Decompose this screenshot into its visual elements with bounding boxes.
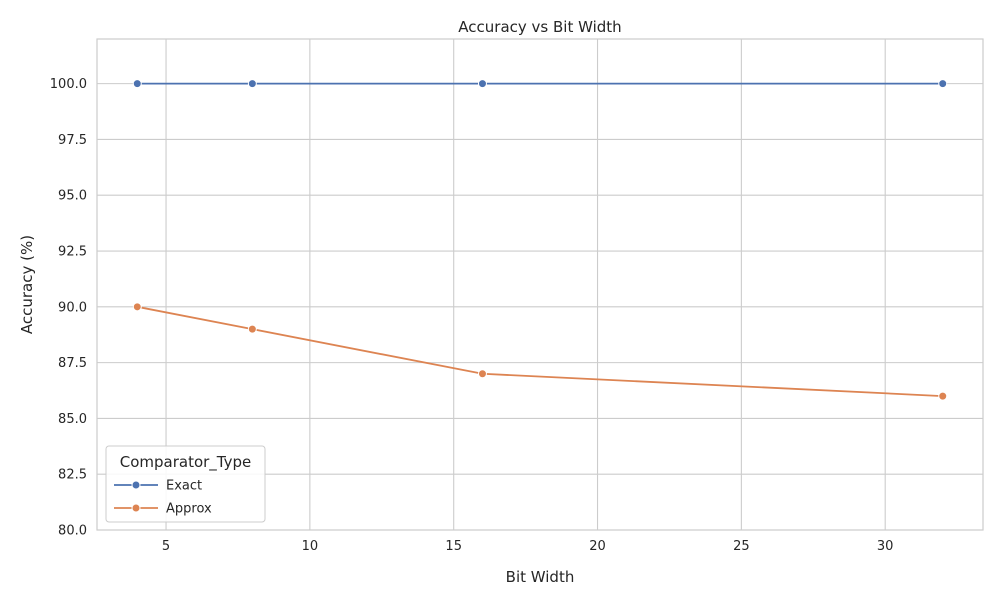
plot-frame — [96, 38, 984, 531]
data-point-exact — [132, 79, 142, 89]
legend-label-approx: Approx — [166, 502, 212, 517]
data-point-approx — [477, 369, 487, 379]
legend-title: Comparator_Type — [120, 453, 252, 472]
legend: Comparator_Type Exact Approx — [105, 445, 266, 523]
y-tick-label: 90.0 — [58, 300, 87, 315]
y-tick-label: 92.5 — [58, 245, 87, 260]
x-tick-label: 20 — [589, 539, 606, 554]
data-point-approx — [132, 302, 142, 312]
legend-box — [105, 445, 266, 523]
x-tick-label: 30 — [877, 539, 894, 554]
data-point-exact — [938, 79, 948, 89]
data-point-exact — [247, 79, 257, 89]
x-tick-label: 25 — [733, 539, 750, 554]
y-tick-label: 85.0 — [58, 412, 87, 427]
legend-marker-exact — [131, 480, 141, 490]
y-tick-label: 100.0 — [50, 77, 87, 92]
y-tick-label: 82.5 — [58, 468, 87, 483]
x-axis-ticks: 5 10 15 20 25 30 — [162, 539, 894, 554]
series-line-approx — [137, 305, 943, 397]
y-axis-title: Accuracy (%) — [18, 235, 36, 334]
y-axis-ticks: 80.0 82.5 85.0 87.5 90.0 92.5 95.0 97.5 100.0 — [50, 77, 87, 538]
series-layer — [132, 79, 948, 401]
legend-label-exact: Exact — [166, 479, 202, 494]
legend-items: Exact Approx — [114, 479, 212, 517]
y-tick-label: 95.0 — [58, 189, 87, 204]
y-tick-label: 97.5 — [58, 133, 87, 148]
x-axis-title: Bit Width — [506, 568, 575, 586]
data-point-exact — [477, 79, 487, 89]
data-point-approx — [247, 324, 257, 334]
x-tick-label: 5 — [162, 539, 170, 554]
legend-marker-approx — [131, 503, 141, 513]
y-tick-label: 87.5 — [58, 356, 87, 371]
y-tick-label: 80.0 — [58, 524, 87, 539]
x-tick-label: 15 — [445, 539, 462, 554]
x-tick-label: 10 — [302, 539, 319, 554]
data-point-approx — [938, 391, 948, 401]
chart-title: Accuracy vs Bit Width — [458, 18, 621, 36]
